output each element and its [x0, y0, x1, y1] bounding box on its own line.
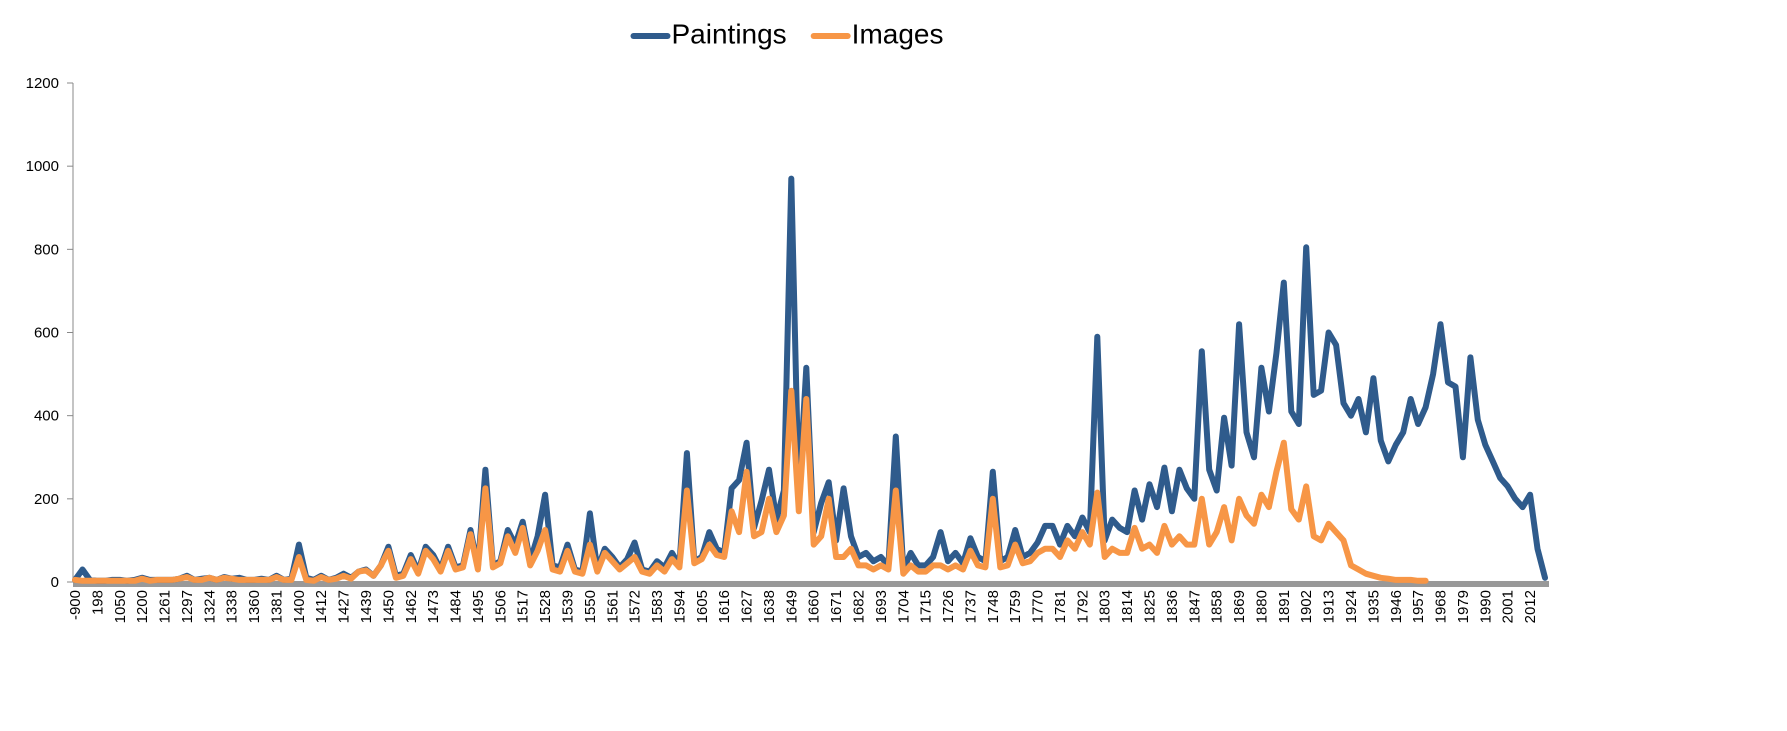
x-tick-label: 1847	[1186, 590, 1203, 623]
x-tick-label: 1495	[470, 590, 487, 623]
x-tick-label: 1660	[806, 590, 823, 623]
x-tick-label: 1627	[739, 590, 756, 623]
x-tick-label: 1338	[224, 590, 241, 623]
x-tick-label: 1550	[582, 590, 599, 623]
x-tick-label: 1979	[1455, 590, 1472, 623]
x-tick-label: 1704	[895, 590, 912, 623]
x-tick-label: 1792	[1074, 590, 1091, 623]
legend: Paintings Images	[630, 18, 944, 49]
x-tick-label: 1836	[1164, 590, 1181, 623]
x-tick-label: 1968	[1433, 590, 1450, 623]
x-tick-label: 1050	[112, 590, 129, 623]
x-tick-label: 2001	[1500, 590, 1517, 623]
x-tick-label: 1528	[537, 590, 554, 623]
x-tick-label: 1814	[1119, 590, 1136, 623]
x-tick-label: 1913	[1321, 590, 1338, 623]
x-tick-label: 1517	[515, 590, 532, 623]
y-tick-label: 1200	[26, 75, 59, 92]
legend-label: Paintings	[671, 18, 786, 49]
x-tick-label: 1200	[134, 590, 151, 623]
x-tick-label: 1638	[761, 590, 778, 623]
y-tick-label: 1000	[26, 158, 59, 175]
x-tick-label: 1427	[336, 590, 353, 623]
x-tick-label: 1616	[716, 590, 733, 623]
x-tick-label: 1583	[649, 590, 666, 623]
x-tick-label: 1715	[918, 590, 935, 623]
x-tick-label: 1990	[1477, 590, 1494, 623]
x-tick-label: 1450	[380, 590, 397, 623]
x-tick-label: 1825	[1142, 590, 1159, 623]
x-tick-label: 1671	[828, 590, 845, 623]
x-tick-label: 1261	[157, 590, 174, 623]
x-tick-label: 1439	[358, 590, 375, 623]
x-tick-label: 1381	[268, 590, 285, 623]
x-tick-label: 1759	[1007, 590, 1024, 623]
x-tick-label: 1748	[985, 590, 1002, 623]
y-tick-label: 200	[34, 491, 59, 508]
x-tick-label: 1506	[492, 590, 509, 623]
x-tick-label: 1880	[1253, 590, 1270, 623]
x-tick-label: 1462	[403, 590, 420, 623]
line-series	[72, 175, 1548, 584]
x-tick-label: 1902	[1298, 590, 1315, 623]
x-tick-label: 1400	[291, 590, 308, 623]
x-tick-label: 198	[89, 590, 106, 615]
x-tick-label: 1957	[1410, 590, 1427, 623]
x-tick-label: 1803	[1097, 590, 1114, 623]
x-tick-label: 1781	[1052, 590, 1069, 623]
x-tick-label: 1726	[940, 590, 957, 623]
y-tick-label: 800	[34, 241, 59, 258]
x-tick-label: 1484	[448, 590, 465, 623]
x-tick-label: 1594	[671, 590, 688, 623]
x-tick-label: 1924	[1343, 590, 1360, 623]
x-tick-label: 1539	[559, 590, 576, 623]
x-tick-label: 1858	[1209, 590, 1226, 623]
x-tick-label: 1572	[627, 590, 644, 623]
x-tick-label: -900	[67, 590, 84, 620]
x-tick-label: 1473	[425, 590, 442, 623]
x-tick-label: 2012	[1522, 590, 1539, 623]
x-tick-label: 1869	[1231, 590, 1248, 623]
y-tick-label: 0	[51, 574, 59, 591]
x-tick-label: 1891	[1276, 590, 1293, 623]
x-tick-label: 1605	[694, 590, 711, 623]
y-tick-label: 400	[34, 408, 59, 425]
x-tick-label: 1412	[313, 590, 330, 623]
x-tick-label: 1649	[783, 590, 800, 623]
x-tick-label: 1737	[962, 590, 979, 623]
x-axis	[73, 581, 1549, 587]
x-tick-label: 1324	[201, 590, 218, 623]
x-tick-label: 1682	[851, 590, 868, 623]
x-tick-label: 1946	[1388, 590, 1405, 623]
x-tick-label: 1297	[179, 590, 196, 623]
x-tick-label: 1693	[873, 590, 890, 623]
x-tick-label: 1770	[1030, 590, 1047, 623]
legend-label: Images	[852, 18, 944, 49]
x-tick-label: 1360	[246, 590, 263, 623]
x-tick-label: 1935	[1365, 590, 1382, 623]
x-tick-label: 1561	[604, 590, 621, 623]
y-tick-label: 600	[34, 325, 59, 342]
